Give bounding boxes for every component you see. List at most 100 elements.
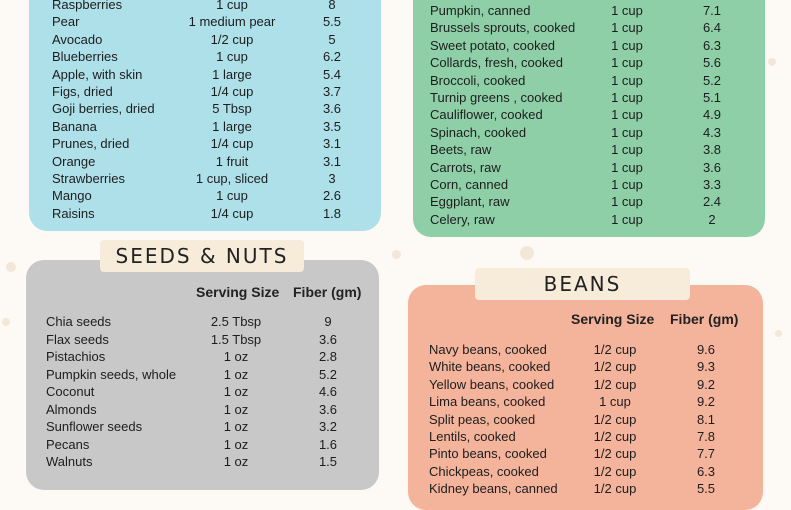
food-name: Goji berries, dried (52, 101, 155, 117)
fiber-value: 4.3 (702, 124, 722, 140)
food-name: Orange (52, 153, 96, 169)
serving-size: 1 oz (223, 384, 249, 399)
serving-size: 1 cup (599, 394, 631, 410)
food-name: Sunflower seeds (46, 419, 143, 434)
fiber-value: 1.6 (318, 436, 338, 452)
serving-size: 1/2 cup (593, 359, 637, 375)
serving-size: 1/2 cup (593, 481, 637, 497)
table-row: Pistachios 1 oz 2.8 (46, 348, 366, 365)
table-row: Walnuts 1 oz 1.5 (46, 453, 366, 470)
serving-size: 1/2 cup (593, 446, 637, 462)
serving-size: 1/2 cup (593, 376, 637, 392)
serving-size: 1 cup (611, 194, 643, 210)
food-name: Apple, with skin (52, 66, 143, 82)
fiber-value: 5.6 (702, 55, 722, 71)
fiber-value: 3.8 (702, 142, 722, 158)
fiber-value: 3.5 (322, 118, 342, 134)
food-name: Brussels sprouts, cooked (430, 20, 576, 36)
food-name: Sweet potato, cooked (430, 37, 556, 53)
food-name: Beets, raw (430, 142, 492, 158)
serving-size: 1 cup (611, 20, 643, 36)
fiber-value: 6.3 (702, 37, 722, 53)
serving-size: 1 oz (223, 419, 249, 434)
serving-size: 1 cup (216, 188, 248, 204)
table-row: Broccoli, cooked 1 cup 5.2 (430, 72, 750, 89)
serving-size: 1/2 cup (593, 463, 637, 479)
seeds-nuts-panel (26, 260, 379, 490)
table-row: Celery, raw 1 cup 2 (430, 211, 750, 228)
seeds-fiber-header: Fiber (gm) (293, 284, 362, 300)
table-row: Brussels sprouts, cooked 1 cup 6.4 (430, 19, 750, 36)
serving-size: 1/2 cup (593, 342, 637, 357)
table-row: Pinto beans, cooked 1/2 cup 7.7 (429, 445, 749, 462)
table-row: Flax seeds 1.5 Tbsp 3.6 (46, 331, 366, 348)
serving-size: 5 Tbsp (212, 101, 252, 117)
table-row: Blueberries 1 cup 6.2 (52, 48, 372, 65)
serving-size: 1/2 cup (593, 411, 637, 427)
food-name: Lentils, cooked (429, 429, 516, 444)
table-row: Sunflower seeds 1 oz 3.2 (46, 418, 366, 435)
table-row: Chia seeds 2.5 Tbsp 9 (46, 313, 366, 330)
table-row: Kidney beans, canned 1/2 cup 5.5 (429, 480, 749, 497)
table-row: Prunes, dried 1/4 cup 3.1 (52, 135, 372, 152)
fiber-value: 2.6 (322, 188, 342, 204)
fiber-value: 3.6 (322, 101, 342, 117)
fiber-value: 2 (708, 211, 716, 227)
fiber-value: 3.6 (702, 159, 722, 175)
table-row: Navy beans, cooked 1/2 cup 9.6 (429, 341, 749, 358)
serving-size: 1/2 cup (210, 31, 254, 47)
table-row: Strawberries 1 cup, sliced 3 (52, 170, 372, 187)
beans-serving-size-header: Serving Size (571, 311, 655, 327)
fiber-value: 1.5 (318, 454, 338, 469)
serving-size: 1 cup (611, 3, 643, 18)
food-name: Collards, fresh, cooked (430, 55, 563, 71)
fiber-value: 9 (324, 314, 332, 329)
food-name: Turnip greens , cooked (430, 90, 563, 105)
table-row: Pecans 1 oz 1.6 (46, 436, 366, 453)
serving-size: 1 cup (611, 72, 643, 88)
table-row: Pumpkin seeds, whole 1 oz 5.2 (46, 366, 366, 383)
background-dot (768, 58, 776, 66)
fiber-value: 3.1 (322, 136, 342, 152)
food-name: Cauliflower, cooked (430, 107, 543, 123)
fiber-value: 9.3 (696, 359, 716, 375)
serving-size: 1 cup (611, 90, 643, 105)
fiber-value: 3.3 (702, 177, 722, 192)
food-name: White beans, cooked (429, 359, 551, 375)
food-name: Raspberries (52, 0, 123, 12)
serving-size: 1 large (212, 118, 252, 134)
food-name: Figs, dried (52, 84, 113, 99)
serving-size: 1 cup (611, 211, 643, 227)
fiber-value: 7.7 (696, 446, 716, 462)
fiber-value: 5.4 (322, 66, 342, 82)
fiber-value: 3.1 (322, 153, 342, 169)
fiber-value: 9.2 (696, 376, 716, 392)
fiber-value: 3.2 (318, 419, 338, 434)
fiber-value: 1.8 (322, 205, 342, 221)
table-row: Almonds 1 oz 3.6 (46, 401, 366, 418)
food-name: Pinto beans, cooked (429, 446, 547, 462)
fiber-value: 2.4 (702, 194, 722, 210)
serving-size: 1/2 cup (593, 429, 637, 444)
food-name: Avocado (52, 31, 103, 47)
serving-size: 1 oz (223, 401, 249, 417)
table-row: Spinach, cooked 1 cup 4.3 (430, 124, 750, 141)
food-name: Almonds (46, 401, 97, 417)
table-row: Pumpkin, canned 1 cup 7.1 (430, 2, 750, 19)
serving-size: 1.5 Tbsp (210, 331, 262, 347)
seeds-serving-size-header: Serving Size (196, 284, 280, 300)
fiber-value: 9.2 (696, 394, 716, 410)
table-row: White beans, cooked 1/2 cup 9.3 (429, 358, 749, 375)
food-name: Pear (52, 14, 80, 30)
background-dot (2, 318, 10, 326)
serving-size: 1 cup (611, 107, 643, 123)
table-row: Lima beans, cooked 1 cup 9.2 (429, 393, 749, 410)
food-name: Spinach, cooked (430, 124, 527, 140)
background-dot (520, 246, 534, 260)
serving-size: 2.5 Tbsp (210, 314, 262, 329)
food-name: Pistachios (46, 349, 106, 364)
fiber-value: 4.9 (702, 107, 722, 123)
background-dot (775, 330, 782, 337)
food-name: Prunes, dried (52, 136, 130, 152)
fiber-value: 2.8 (318, 349, 338, 364)
